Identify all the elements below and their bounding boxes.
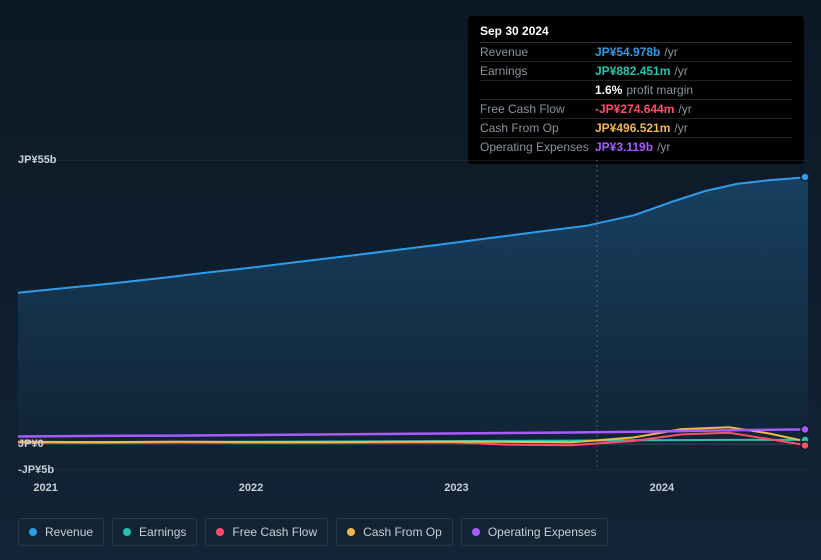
tooltip-row-value: JP¥882.451m [595, 64, 670, 78]
tooltip-row-value: 1.6% [595, 83, 622, 97]
legend-label: Revenue [45, 525, 93, 539]
tooltip-row-value: -JP¥274.644m [595, 102, 674, 116]
legend-item[interactable]: Earnings [112, 518, 197, 546]
x-axis-tick: 2023 [444, 482, 468, 494]
tooltip-row-value: JP¥54.978b [595, 45, 660, 59]
legend-dot-icon [123, 528, 131, 536]
tooltip-row-suffix: /yr [664, 45, 677, 59]
legend-item[interactable]: Revenue [18, 518, 104, 546]
tooltip-row-label: Cash From Op [480, 121, 595, 135]
tooltip-row-label [480, 83, 595, 97]
legend-dot-icon [216, 528, 224, 536]
tooltip-row-suffix: /yr [674, 121, 687, 135]
tooltip-row-suffix: /yr [678, 102, 691, 116]
legend: Revenue Earnings Free Cash Flow Cash From O… [18, 518, 608, 546]
tooltip-row-label: Operating Expenses [480, 140, 595, 154]
legend-label: Free Cash Flow [232, 525, 317, 539]
tooltip-row-label: Free Cash Flow [480, 102, 595, 116]
legend-item[interactable]: Operating Expenses [461, 518, 608, 546]
tooltip-row: Cash From OpJP¥496.521m/yr [480, 119, 792, 138]
legend-dot-icon [29, 528, 37, 536]
tooltip-row-suffix: /yr [657, 140, 670, 154]
legend-dot-icon [347, 528, 355, 536]
tooltip-row: EarningsJP¥882.451m/yr [480, 62, 792, 81]
legend-dot-icon [472, 528, 480, 536]
tooltip-row-value: JP¥496.521m [595, 121, 670, 135]
tooltip-row-label: Revenue [480, 45, 595, 59]
chart-svg [18, 160, 808, 470]
legend-label: Earnings [139, 525, 186, 539]
y-axis-label: -JP¥5b [18, 464, 24, 476]
legend-label: Cash From Op [363, 525, 442, 539]
legend-label: Operating Expenses [488, 525, 597, 539]
x-axis-tick: 2024 [650, 482, 674, 494]
tooltip-row-suffix: profit margin [626, 83, 693, 97]
tooltip-title: Sep 30 2024 [480, 24, 792, 43]
y-axis-label: JP¥0 [18, 438, 24, 450]
tooltip-row-value: JP¥3.119b [595, 140, 653, 154]
legend-item[interactable]: Cash From Op [336, 518, 453, 546]
tooltip-row-suffix: /yr [674, 64, 687, 78]
y-axis-label: JP¥55b [18, 154, 24, 166]
x-axis: 2021 2022 2023 2024 [18, 482, 808, 502]
x-axis-tick: 2021 [33, 482, 57, 494]
tooltip-row: Free Cash Flow-JP¥274.644m/yr [480, 100, 792, 119]
data-tooltip: Sep 30 2024 RevenueJP¥54.978b/yrEarnings… [468, 16, 804, 164]
line-chart[interactable]: JP¥55bJP¥0-JP¥5b [18, 160, 808, 470]
x-axis-tick: 2022 [239, 482, 263, 494]
tooltip-row: Operating ExpensesJP¥3.119b/yr [480, 138, 792, 156]
tooltip-row: RevenueJP¥54.978b/yr [480, 43, 792, 62]
tooltip-rows: RevenueJP¥54.978b/yrEarningsJP¥882.451m/… [480, 43, 792, 156]
legend-item[interactable]: Free Cash Flow [205, 518, 328, 546]
tooltip-row: 1.6% profit margin [480, 81, 792, 100]
tooltip-row-label: Earnings [480, 64, 595, 78]
